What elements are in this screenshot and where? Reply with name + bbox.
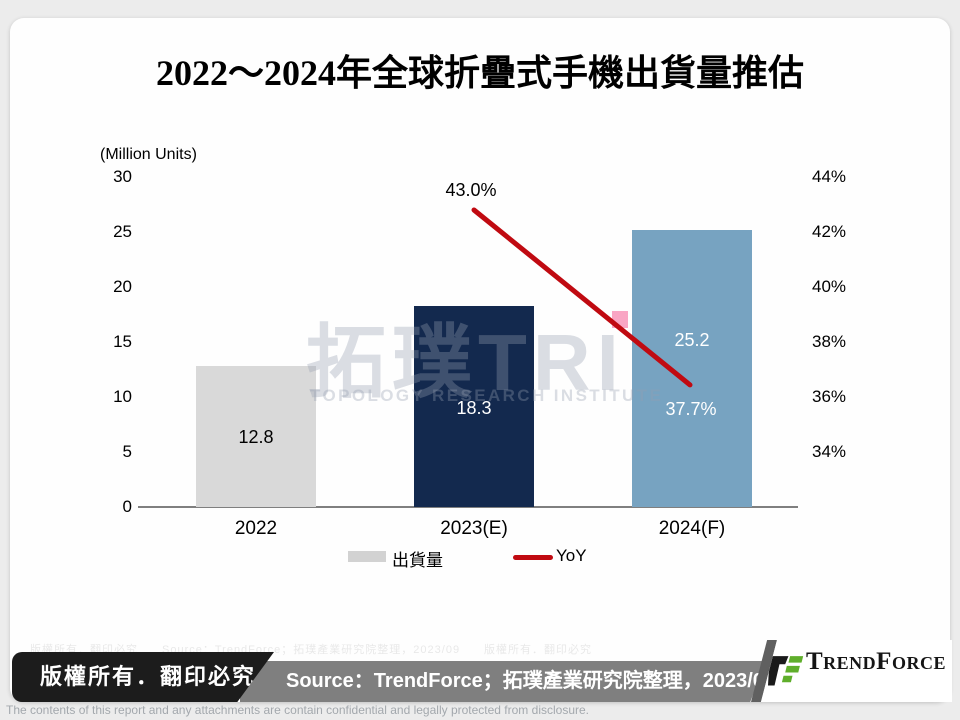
y2-axis-tick-label: 34%	[812, 442, 847, 461]
y2-axis-tick-label: 36%	[812, 387, 847, 406]
y-axis-tick-label: 25	[113, 222, 132, 241]
yoy-point-label: 43.0%	[445, 180, 497, 200]
watermark-pink-square	[612, 311, 628, 328]
y-axis-tick-label: 0	[122, 497, 132, 516]
shipment-bar	[632, 230, 752, 507]
unit-label: (Million Units)	[100, 146, 197, 163]
watermark-subtitle: TOPOLOGY RESEARCH INSTITUTE	[310, 386, 664, 405]
y2-axis-tick-label: 44%	[812, 167, 847, 186]
bar-value-label: 12.8	[238, 427, 274, 447]
category-label: 2022	[234, 518, 278, 539]
y2-axis-tick-label: 42%	[812, 222, 847, 241]
legend-yoy-line	[513, 555, 553, 560]
trendforce-logo-text: TrendForce	[806, 648, 946, 675]
y-axis-tick-label: 10	[113, 387, 132, 406]
bar-value-label: 18.3	[456, 398, 492, 418]
disclaimer-text: The contents of this report and any atta…	[6, 703, 589, 717]
chart-title: 2022～2024年全球折疊式手機出貨量推估	[155, 53, 804, 93]
legend-yoy-label: YoY	[556, 546, 587, 565]
trendforce-logo: TrendForce	[761, 640, 952, 702]
legend-shipment-label: 出貨量	[392, 551, 443, 570]
category-label: 2024(F)	[658, 518, 726, 539]
category-label: 2023(E)	[440, 518, 508, 539]
yoy-point-label: 37.7%	[665, 399, 717, 419]
shipment-bar	[196, 366, 316, 507]
y2-axis-tick-label: 40%	[812, 277, 847, 296]
bar-value-label: 25.2	[674, 330, 710, 350]
x-axis-line	[138, 506, 798, 508]
legend-shipment-swatch	[348, 551, 386, 562]
source-bar: Source：TrendForce；拓璞產業研究院整理，2023/09	[240, 661, 766, 702]
y-axis-tick-label: 5	[122, 442, 132, 461]
y-axis-tick-label: 30	[113, 167, 132, 186]
trendforce-logo-icon	[768, 656, 804, 686]
y-axis-tick-label: 20	[113, 277, 132, 296]
y-axis-tick-label: 15	[113, 332, 132, 351]
y2-axis-tick-label: 38%	[812, 332, 847, 351]
copyright-badge: 版權所有．翻印必究	[12, 652, 274, 702]
